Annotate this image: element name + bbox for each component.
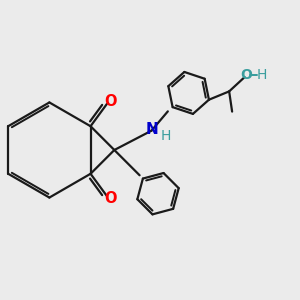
Text: H: H [160, 129, 171, 143]
Text: O: O [104, 94, 117, 109]
Text: O: O [240, 68, 252, 82]
Text: H: H [257, 68, 267, 82]
Text: O: O [104, 191, 117, 206]
Text: N: N [146, 122, 158, 137]
